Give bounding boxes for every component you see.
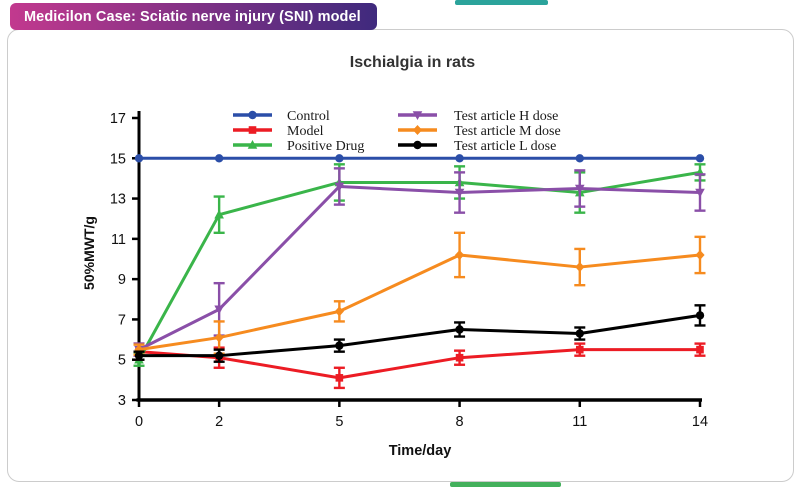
marker-test-article-l-dose bbox=[214, 351, 224, 360]
x-tick-label: 11 bbox=[572, 414, 587, 430]
legend-marker-model bbox=[248, 126, 257, 134]
legend-marker-test-article-h-dose bbox=[412, 111, 423, 120]
marker-model bbox=[335, 374, 344, 382]
marker-model bbox=[575, 345, 584, 354]
marker-test-article-h-dose bbox=[454, 188, 465, 198]
marker-test-article-m-dose bbox=[214, 332, 224, 343]
marker-test-article-h-dose bbox=[214, 305, 224, 315]
x-tick-label: 2 bbox=[215, 414, 223, 430]
legend-marker-test-article-l-dose bbox=[413, 140, 422, 150]
marker-control bbox=[575, 154, 584, 163]
marker-model bbox=[696, 345, 704, 354]
marker-test-article-h-dose bbox=[695, 188, 705, 198]
legend-marker-control bbox=[248, 110, 257, 120]
marker-test-article-m-dose bbox=[575, 262, 585, 273]
y-tick-label: 9 bbox=[118, 272, 126, 288]
legend-marker-test-article-m-dose bbox=[412, 125, 423, 135]
marker-control bbox=[455, 154, 464, 163]
marker-test-article-l-dose bbox=[575, 329, 584, 338]
marker-control bbox=[214, 154, 224, 163]
marker-model bbox=[455, 353, 464, 362]
y-tick-label: 17 bbox=[110, 111, 126, 127]
marker-positive-drug bbox=[214, 209, 224, 219]
series-control bbox=[134, 154, 705, 163]
marker-test-article-m-dose bbox=[334, 306, 344, 317]
marker-test-article-m-dose bbox=[454, 249, 465, 260]
marker-test-article-h-dose bbox=[334, 182, 345, 192]
marker-control bbox=[134, 154, 144, 163]
legend-marker-positive-drug bbox=[247, 140, 258, 149]
y-tick-label: 3 bbox=[118, 393, 126, 409]
legend-label-test-article-h-dose: Test article H dose bbox=[454, 109, 558, 124]
y-tick-label: 5 bbox=[118, 353, 126, 369]
legend-item-test-article-l-dose: Test article L dose bbox=[398, 139, 556, 154]
y-tick-label: 15 bbox=[110, 151, 126, 167]
y-tick-label: 11 bbox=[111, 232, 126, 248]
series-line-positive-drug bbox=[137, 170, 702, 362]
legend-label-control: Control bbox=[287, 109, 330, 124]
case-title-badge: Medicilon Case: Sciatic nerve injury (SN… bbox=[10, 3, 377, 30]
legend-item-model: Model bbox=[233, 124, 324, 139]
legend-label-positive-drug: Positive Drug bbox=[287, 139, 364, 154]
legend-item-control: Control bbox=[233, 109, 330, 124]
bottom-decor-ribbon bbox=[450, 482, 561, 487]
legend-label-model: Model bbox=[287, 124, 324, 139]
x-tick-label: 14 bbox=[692, 414, 708, 430]
marker-test-article-m-dose bbox=[695, 249, 705, 260]
marker-control bbox=[695, 154, 705, 163]
legend-label-test-article-m-dose: Test article M dose bbox=[454, 124, 561, 139]
series-line-test-article-h-dose bbox=[137, 184, 702, 352]
marker-test-article-l-dose bbox=[695, 311, 705, 320]
x-axis-title: Time/day bbox=[388, 443, 452, 459]
legend-label-test-article-l-dose: Test article L dose bbox=[454, 139, 556, 154]
case-title-label: Medicilon Case: Sciatic nerve injury (SN… bbox=[24, 8, 361, 25]
legend-item-test-article-h-dose: Test article H dose bbox=[398, 109, 558, 124]
y-tick-label: 7 bbox=[118, 312, 126, 328]
chart-title: Ischialgia in rats bbox=[349, 54, 476, 71]
marker-control bbox=[335, 154, 344, 163]
series-line-test-article-l-dose bbox=[137, 313, 702, 358]
marker-test-article-l-dose bbox=[455, 325, 464, 334]
marker-test-article-h-dose bbox=[574, 184, 585, 194]
series-test-article-l-dose bbox=[133, 304, 706, 363]
top-decor-ribbon bbox=[455, 0, 548, 5]
marker-test-article-l-dose bbox=[134, 351, 144, 360]
x-tick-label: 0 bbox=[135, 414, 143, 430]
marker-test-article-l-dose bbox=[335, 341, 344, 350]
y-tick-label: 13 bbox=[110, 192, 126, 208]
x-tick-label: 5 bbox=[335, 414, 343, 430]
legend-item-test-article-m-dose: Test article M dose bbox=[398, 124, 561, 139]
legend-item-positive-drug: Positive Drug bbox=[233, 139, 364, 154]
x-tick-label: 8 bbox=[456, 414, 464, 430]
series-line-test-article-m-dose bbox=[137, 253, 702, 352]
